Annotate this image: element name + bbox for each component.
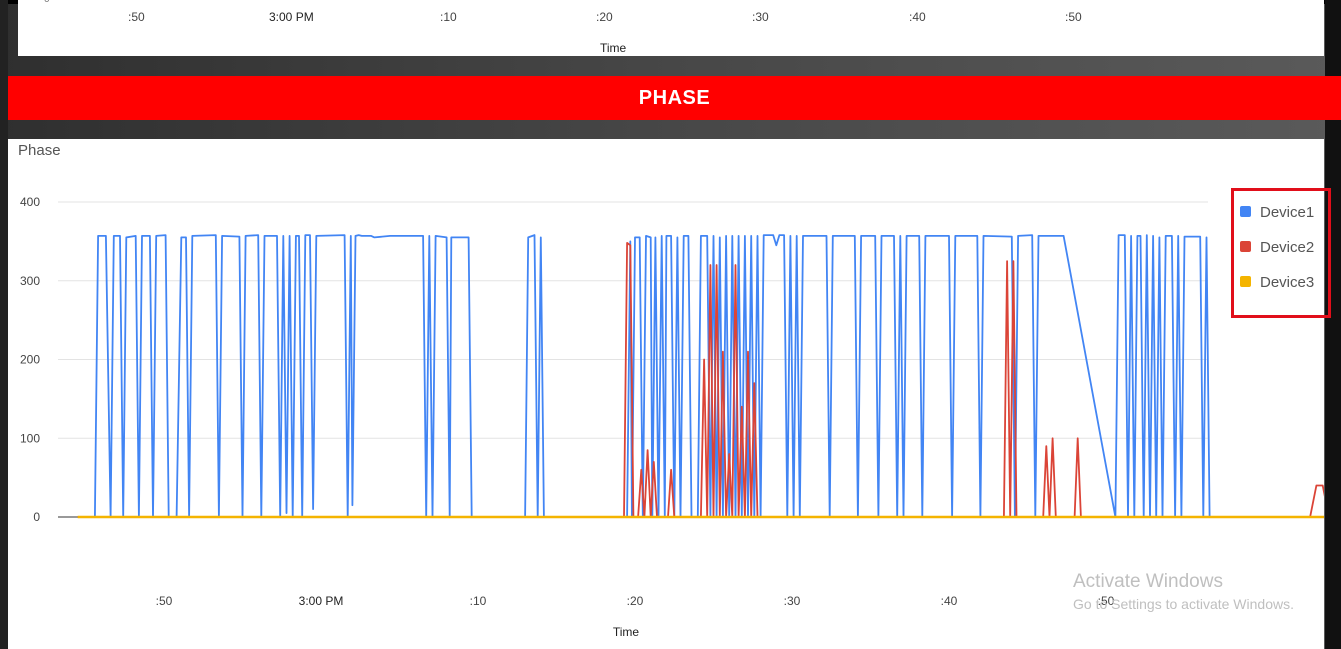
previous-chart-x-tick: :10 xyxy=(440,10,457,24)
legend-label-device1: Device1 xyxy=(1260,204,1315,221)
activate-windows-hint: Go to Settings to activate Windows. xyxy=(1073,596,1294,612)
x-tick-label: :10 xyxy=(470,594,487,608)
previous-chart-card: 0 :50 3:00 PM :10 :20 :30 :40 :50 Time xyxy=(18,0,1324,56)
activate-windows-title: Activate Windows xyxy=(1073,571,1223,592)
phase-section-banner: PHASE xyxy=(8,76,1341,120)
previous-chart-x-axis-title: Time xyxy=(600,41,627,55)
phase-chart-card: 0 100 200 300 400 :50 3:00 PM :10 :20 :30 :40 :50 Ti… xyxy=(8,139,1324,649)
x-tick-label: :20 xyxy=(627,594,644,608)
legend-swatch-device2 xyxy=(1240,241,1251,252)
y-tick-label: 100 xyxy=(20,431,40,445)
series-line-device1 xyxy=(77,234,1324,518)
legend-swatch-device1 xyxy=(1240,206,1251,217)
x-tick-label: :30 xyxy=(784,594,801,608)
previous-chart-x-tick: :50 xyxy=(128,10,145,24)
previous-chart-x-tick: :30 xyxy=(752,10,769,24)
right-scrollbar[interactable] xyxy=(1325,0,1341,649)
left-scroll-edge xyxy=(0,0,8,649)
y-tick-label: 200 xyxy=(20,353,40,367)
y-tick-label: 400 xyxy=(20,195,40,209)
x-axis-title: Time xyxy=(613,625,640,639)
previous-chart-x-tick: :20 xyxy=(596,10,613,24)
x-tick-label: 3:00 PM xyxy=(299,594,344,608)
banner-title: PHASE xyxy=(638,86,711,109)
y-tick-label: 0 xyxy=(33,510,40,524)
previous-chart-x-tick: 3:00 PM xyxy=(269,10,314,24)
chart-title: Phase xyxy=(18,142,61,159)
previous-chart-y-tick: 0 xyxy=(44,0,50,5)
previous-chart-x-tick: :40 xyxy=(909,10,926,24)
y-tick-label: 300 xyxy=(20,274,40,288)
x-tick-label: :40 xyxy=(941,594,958,608)
legend-label-device3: Device3 xyxy=(1260,274,1315,291)
x-tick-label: :50 xyxy=(156,594,173,608)
x-tick-label: :50 xyxy=(1098,594,1115,608)
previous-chart-x-tick: :50 xyxy=(1065,10,1082,24)
phase-chart-svg: 0 100 200 300 400 :50 3:00 PM :10 :20 :30 :40 :50 Ti… xyxy=(20,195,1324,639)
legend-swatch-device3 xyxy=(1240,276,1251,287)
legend-highlight-box xyxy=(1231,188,1331,318)
legend-label-device2: Device2 xyxy=(1260,239,1315,256)
